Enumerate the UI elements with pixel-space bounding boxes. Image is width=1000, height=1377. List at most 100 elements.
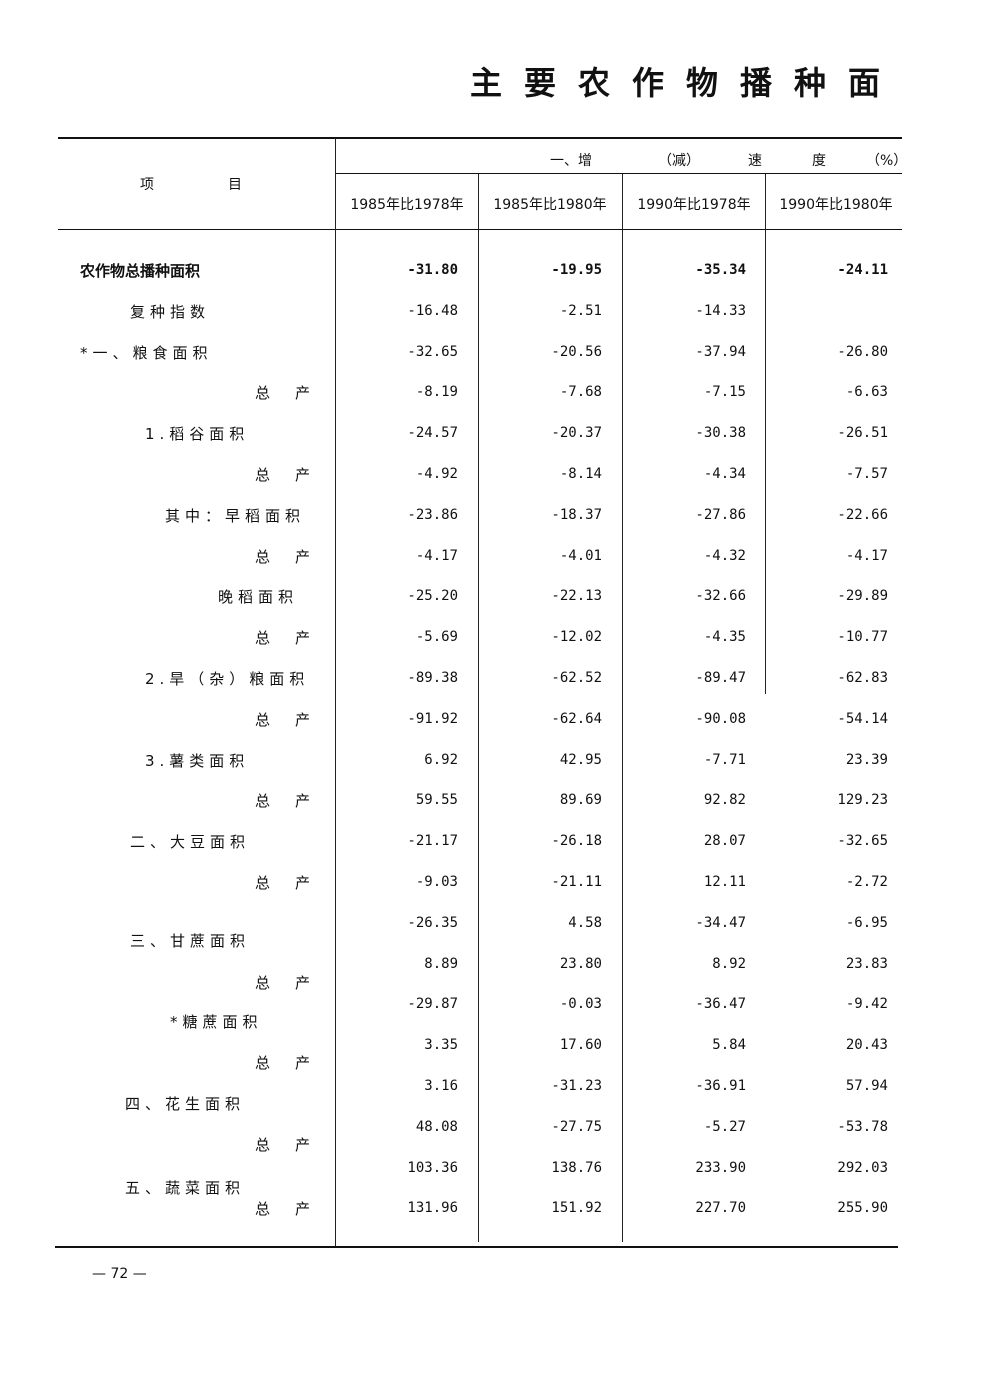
cell-value: 8.89	[424, 955, 458, 972]
cell-value: 57.94	[845, 1078, 888, 1094]
cell-value: 138.76	[551, 1159, 602, 1176]
group-header-unit: （%）	[866, 153, 908, 169]
header-bottom-rule	[58, 229, 902, 230]
column-divider	[622, 174, 623, 1242]
row-label: 其中：早稻面积	[165, 506, 306, 525]
column-divider	[765, 174, 766, 694]
cell-value: -4.92	[415, 466, 458, 482]
cell-value: -9.03	[415, 874, 458, 890]
cell-value: -53.78	[837, 1118, 888, 1135]
row-label: 复种指数	[130, 302, 211, 321]
cell-value: -36.91	[695, 1078, 746, 1094]
row-label: 总 产	[255, 384, 316, 403]
cell-value: -26.18	[551, 833, 602, 850]
column-divider	[478, 174, 479, 1242]
cell-value: -54.14	[837, 710, 888, 727]
cell-value: -26.51	[837, 425, 888, 442]
page-title: 主要农作物播种面	[470, 64, 903, 102]
cell-value: -31.80	[407, 262, 458, 278]
cell-value: 28.07	[703, 833, 746, 850]
cell-value: -20.56	[551, 343, 602, 360]
cell-value: -24.57	[407, 425, 458, 442]
cell-value: 48.08	[415, 1118, 458, 1135]
cell-value: 5.84	[712, 1037, 746, 1054]
cell-value: -14.33	[695, 302, 746, 319]
cell-value: -36.47	[695, 996, 746, 1013]
cell-value: 3.16	[424, 1078, 458, 1094]
cell-value: 103.36	[407, 1159, 458, 1176]
cell-value: -7.15	[703, 384, 746, 401]
bottom-rule	[55, 1246, 898, 1248]
cell-value: 4.58	[568, 914, 602, 931]
cell-value: -62.83	[837, 670, 888, 686]
cell-value: 12.11	[703, 874, 746, 890]
cell-value: 23.80	[559, 955, 602, 972]
cell-value: -89.47	[695, 670, 746, 686]
group-header-part3: 速	[748, 153, 762, 169]
cell-value: -0.03	[559, 996, 602, 1013]
cell-value: 233.90	[695, 1159, 746, 1176]
cell-value: -7.71	[703, 751, 746, 768]
group-header-part1: 一、增	[550, 153, 592, 169]
cell-value: -6.95	[845, 914, 888, 931]
cell-value: -4.17	[845, 547, 888, 564]
column-header: 1990年比1980年	[779, 197, 893, 213]
cell-value: -4.35	[703, 629, 746, 646]
cell-value: -26.80	[837, 343, 888, 360]
group-header-part2: （减）	[658, 153, 700, 169]
row-label: 总 产	[255, 973, 316, 992]
row-label: 总 产	[255, 874, 316, 892]
cell-value: 20.43	[845, 1037, 888, 1054]
row-label: 2.旱（杂）粮面积	[145, 670, 310, 688]
cell-value: 92.82	[703, 792, 746, 809]
column-header: 1990年比1978年	[637, 197, 751, 213]
row-label: 四、花生面积	[125, 1095, 246, 1113]
cell-value: -5.69	[415, 629, 458, 646]
row-label: 总 产	[255, 547, 316, 566]
cell-value: -62.52	[551, 670, 602, 686]
row-label: 总 产	[255, 1200, 316, 1219]
row-label: 3.薯类面积	[145, 751, 250, 770]
column-header: 1985年比1980年	[493, 197, 607, 213]
cell-value: 227.70	[695, 1200, 746, 1217]
row-label: 总 产	[255, 1135, 316, 1154]
row-label: 五、蔬菜面积	[125, 1178, 246, 1197]
row-label: 总 产	[255, 466, 316, 484]
group-header-part4: 度	[812, 153, 826, 169]
cell-value: -20.37	[551, 425, 602, 442]
cell-value: -90.08	[695, 710, 746, 727]
cell-value: -29.87	[407, 996, 458, 1013]
cell-value: 17.60	[559, 1037, 602, 1054]
cell-value: 59.55	[415, 792, 458, 809]
cell-value: -8.19	[415, 384, 458, 401]
cell-value: -22.13	[551, 588, 602, 605]
cell-value: 8.92	[712, 955, 746, 972]
item-header: 项 目	[140, 177, 250, 193]
cell-value: -9.42	[845, 996, 888, 1013]
cell-value: -62.64	[551, 710, 602, 727]
cell-value: 23.39	[845, 751, 888, 768]
cell-value: 131.96	[407, 1200, 458, 1217]
row-label: 农作物总播种面积	[80, 262, 201, 280]
cell-value: -6.63	[845, 384, 888, 401]
cell-value: -22.66	[837, 506, 888, 523]
cell-value: -89.38	[407, 670, 458, 686]
row-label: 总 产	[255, 629, 316, 648]
row-label: 总 产	[255, 710, 316, 729]
cell-value: -16.48	[407, 302, 458, 319]
page-number: — 72 —	[92, 1266, 147, 1282]
cell-value: 151.92	[551, 1200, 602, 1217]
cell-value: -12.02	[551, 629, 602, 646]
cell-value: -29.89	[837, 588, 888, 605]
cell-value: 255.90	[837, 1200, 888, 1217]
cell-value: -30.38	[695, 425, 746, 442]
cell-value: -27.86	[695, 506, 746, 523]
cell-value: -8.14	[559, 466, 602, 482]
cell-value: -19.95	[551, 262, 602, 278]
cell-value: 89.69	[559, 792, 602, 809]
cell-value: 23.83	[845, 955, 888, 972]
cell-value: 292.03	[837, 1159, 888, 1176]
cell-value: -4.01	[559, 547, 602, 564]
cell-value: -91.92	[407, 710, 458, 727]
cell-value: -4.17	[415, 547, 458, 564]
